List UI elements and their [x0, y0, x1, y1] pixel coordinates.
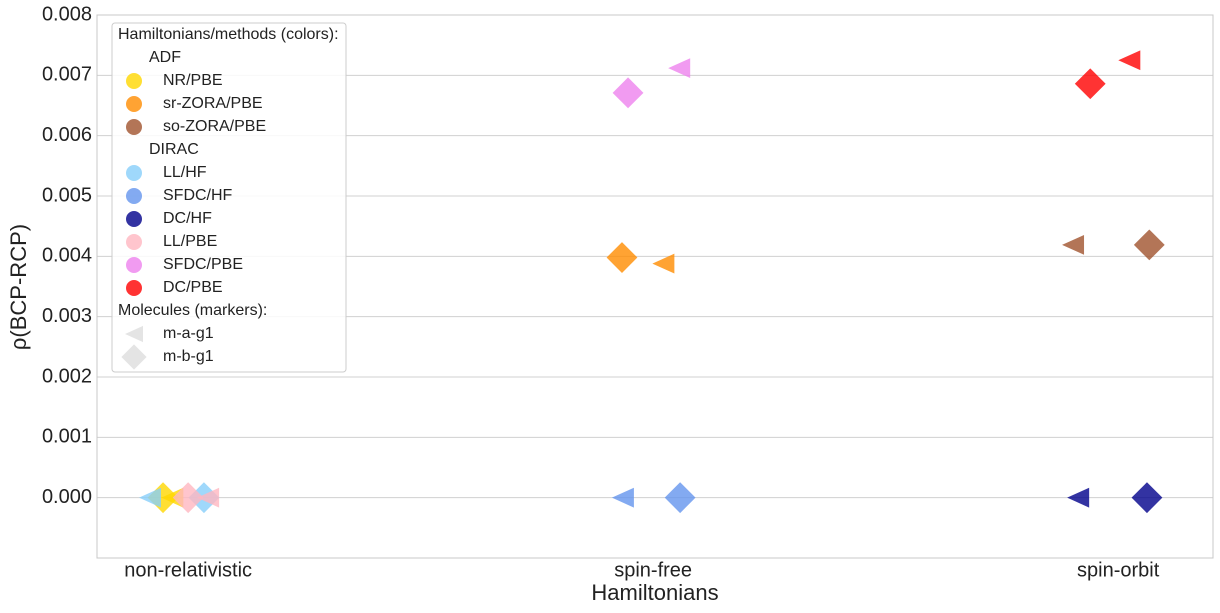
point [611, 487, 634, 508]
legend-label: SFDC/HF [163, 187, 233, 204]
legend-label: m-a-g1 [163, 325, 214, 342]
legend-label: SFDC/PBE [163, 256, 243, 273]
point [197, 487, 220, 508]
y-tick-label: 0.002 [42, 365, 92, 387]
legend-label: DC/PBE [163, 279, 223, 296]
legend-label: LL/PBE [163, 233, 217, 250]
point [1074, 68, 1106, 100]
point [139, 487, 162, 508]
legend: Hamiltonians/methods (colors): ADF NR/PBE s… [111, 22, 347, 373]
legend-box [111, 22, 347, 373]
legend-swatch [126, 234, 142, 250]
legend-label: NR/PBE [163, 72, 223, 89]
legend-swatch [126, 73, 142, 89]
y-tick-label: 0.001 [42, 426, 92, 448]
x-tick-label: spin-orbit [1077, 559, 1160, 581]
legend-swatch [126, 211, 142, 227]
point [606, 242, 638, 273]
point [1133, 229, 1165, 261]
legend-swatch [126, 165, 142, 181]
legend-label: m-b-g1 [163, 348, 214, 365]
legend-title: Molecules (markers): [118, 302, 267, 319]
y-tick-label: 0.004 [42, 245, 92, 267]
legend-title: Hamiltonians/methods (colors): [118, 26, 339, 43]
y-tick-label: 0.005 [42, 184, 92, 206]
point [612, 77, 644, 109]
legend-swatch [126, 119, 142, 135]
legend-swatch [126, 96, 142, 112]
point [147, 482, 179, 514]
x-axis-label: Hamiltonians [591, 580, 718, 605]
y-axis-label: ρ(BCP-RCP) [6, 224, 31, 350]
legend-group: DIRAC [149, 141, 199, 158]
point [1062, 234, 1085, 255]
legend-label: LL/HF [163, 164, 207, 181]
y-tick-label: 0.003 [42, 305, 92, 327]
point [664, 482, 696, 514]
point [172, 482, 204, 514]
y-tick-label: 0.007 [42, 64, 92, 86]
y-tick-label: 0.000 [42, 486, 92, 508]
point [668, 58, 691, 78]
x-tick-label: non-relativistic [124, 559, 252, 581]
plot-frame [96, 14, 1214, 559]
y-tick-label: 0.006 [42, 124, 92, 146]
x-tick-label: spin-free [614, 559, 692, 581]
y-tick-label: 0.008 [42, 3, 92, 25]
point [652, 253, 675, 274]
point [1131, 482, 1163, 514]
legend-swatch [126, 188, 142, 204]
point [1067, 487, 1090, 508]
point [1118, 50, 1141, 71]
legend-swatch [126, 257, 142, 273]
legend-swatch [126, 280, 142, 296]
legend-group: ADF [149, 49, 181, 66]
legend-label: sr-ZORA/PBE [163, 95, 263, 112]
legend-label: so-ZORA/PBE [163, 118, 266, 135]
legend-label: DC/HF [163, 210, 212, 227]
